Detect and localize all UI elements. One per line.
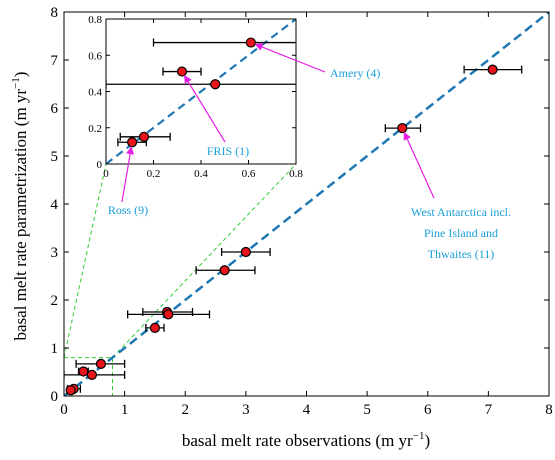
annotations: Amery (4) FRIS (1) Ross (9) West Antarctica… (108, 43, 511, 261)
y-tick-label: 3 (51, 245, 59, 261)
y-axis-ticks: 0 1 2 3 4 5 6 7 8 (51, 5, 549, 405)
inset-y-ticks: 0 0.2 0.4 0.6 0.8 (88, 14, 296, 171)
y-tick-label: 4 (51, 197, 59, 213)
x-tick-label: 6 (424, 402, 432, 418)
annotation-arrow (184, 74, 226, 143)
y-tick-label: 0.4 (88, 87, 102, 99)
data-point (163, 309, 174, 320)
y-tick-label: 6 (51, 101, 59, 117)
y-tick-label: 0 (97, 159, 103, 171)
x-tick-label: 5 (363, 402, 371, 418)
inset-x-ticks: 0 0.2 0.4 0.6 0.8 (103, 19, 303, 180)
data-point (95, 358, 107, 369)
annotation-label: Thwaites (11) (428, 247, 495, 261)
annotation-label: Ross (9) (108, 203, 148, 217)
data-point (210, 79, 221, 90)
x-tick-label: 0 (60, 402, 68, 418)
x-tick-label: 0.4 (194, 168, 208, 180)
x-tick-label: 0.2 (147, 168, 161, 180)
x-tick-label: 0 (103, 168, 109, 180)
x-tick-label: 0.6 (242, 168, 256, 180)
zoom-connector (63, 163, 107, 358)
y-tick-label: 8 (51, 5, 59, 21)
inset-plot: 0 0.2 0.4 0.6 0.8 0 0.2 0.4 0.6 0.8 (88, 14, 303, 180)
y-tick-label: 5 (51, 149, 59, 165)
x-tick-label: 8 (545, 402, 553, 418)
data-point (176, 66, 188, 77)
data-point (240, 246, 251, 258)
y-tick-label: 7 (51, 53, 59, 69)
annotation-arrow (254, 43, 326, 73)
annotation-label: Pine Island and (424, 226, 498, 240)
inset-points (127, 37, 256, 148)
y-tick-label: 1 (51, 341, 59, 357)
data-point (65, 385, 76, 396)
y-tick-label: 0.2 (88, 123, 102, 135)
identity-line-segment (64, 12, 549, 396)
x-tick-label: 0.8 (289, 168, 303, 180)
data-point (127, 137, 138, 148)
data-point (86, 369, 97, 380)
x-tick-label: 7 (485, 402, 493, 418)
x-tick-label: 4 (303, 402, 311, 418)
y-tick-label: 2 (51, 293, 59, 309)
data-point (78, 366, 89, 377)
zoom-connector (112, 163, 297, 358)
data-point (245, 37, 256, 48)
main-errorbars (64, 65, 523, 395)
annotation-label: FRIS (1) (207, 144, 249, 158)
data-point (149, 322, 161, 333)
y-axis-label: basal melt rate parametrization (m yr−1) (10, 72, 30, 341)
x-tick-label: 1 (121, 402, 129, 418)
data-point (138, 131, 150, 142)
annotation-arrow (121, 146, 135, 203)
annotation-label: West Antarctica incl. (411, 205, 511, 219)
x-axis-label: basal melt rate observations (m yr−1) (182, 430, 430, 450)
annotation-arrow (403, 131, 435, 199)
main-points (65, 64, 498, 396)
x-tick-label: 2 (182, 402, 190, 418)
x-axis-ticks: 0 1 2 3 4 5 6 7 8 (60, 12, 553, 418)
y-tick-label: 0.6 (88, 50, 102, 62)
annotation-label: Amery (4) (330, 66, 380, 80)
y-tick-label: 0.8 (88, 14, 102, 26)
data-point (219, 265, 230, 276)
x-tick-label: 3 (242, 402, 250, 418)
data-point (397, 123, 408, 134)
y-tick-label: 0 (51, 389, 59, 405)
identity-line (64, 12, 549, 396)
data-point (487, 64, 498, 75)
